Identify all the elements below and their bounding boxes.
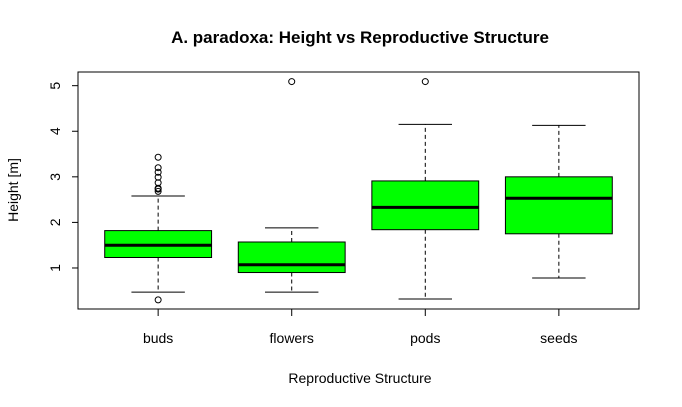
y-axis: 1 2 3 4 5 (47, 82, 79, 272)
outlier-point (154, 173, 162, 181)
x-tick-label: seeds (540, 330, 577, 346)
box-seeds (504, 124, 613, 279)
outlier-point (154, 153, 162, 161)
outlier-point (154, 168, 162, 176)
iqr-box (237, 241, 346, 274)
x-axis-label: Reproductive Structure (288, 370, 431, 386)
y-tick-label: 5 (47, 82, 63, 90)
x-tick-label: buds (143, 330, 173, 346)
iqr-box (504, 176, 613, 235)
box-pods (371, 78, 480, 300)
outlier-point (154, 184, 162, 192)
box-buds (104, 153, 213, 304)
outlier-point (154, 187, 162, 195)
outlier-point (154, 296, 162, 304)
box-flowers (237, 78, 346, 293)
x-tick-label: flowers (270, 330, 314, 346)
y-tick-label: 3 (47, 173, 63, 181)
y-axis-label: Height [m] (5, 158, 21, 222)
iqr-box (371, 180, 480, 231)
box-series (104, 78, 613, 304)
x-tick-label: pods (410, 330, 440, 346)
y-tick-label: 1 (47, 264, 63, 272)
chart-title: A. paradoxa: Height vs Reproductive Stru… (171, 28, 549, 47)
outlier-point (154, 164, 162, 172)
y-tick-label: 2 (47, 218, 63, 226)
outlier-point (421, 78, 429, 86)
outlier-point (288, 78, 296, 86)
x-axis: buds flowers pods seeds (143, 309, 578, 346)
y-tick-label: 4 (47, 127, 63, 135)
outlier-point (154, 179, 162, 187)
